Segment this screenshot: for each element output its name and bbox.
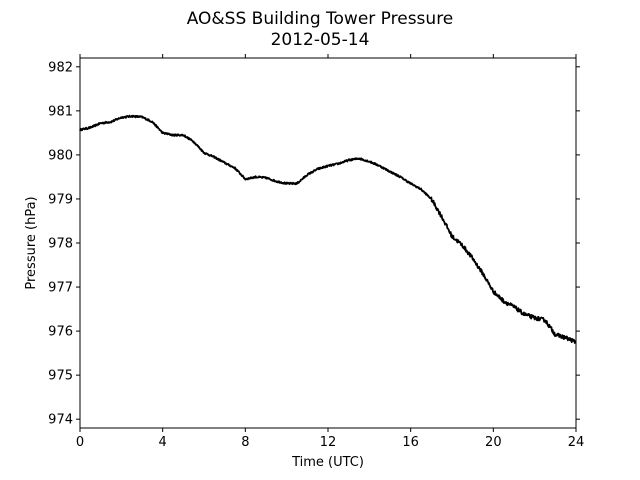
y-tick-label: 975 [48, 369, 73, 384]
y-tick-label: 978 [48, 237, 73, 252]
chart-title: AO&SS Building Tower Pressure [187, 9, 454, 29]
axis-ticks: 0 4 8 12 16 20 24 974 975 976 977 978 979 980 981 982 [48, 54, 584, 450]
x-tick-label: 20 [485, 435, 502, 450]
y-tick-label: 981 [48, 104, 73, 119]
y-tick-label: 980 [48, 148, 73, 163]
y-tick-label: 979 [48, 192, 73, 207]
series-layer [79, 114, 577, 344]
y-tick-label: 976 [48, 325, 73, 340]
x-tick-label: 16 [402, 435, 419, 450]
plot-frame [79, 57, 577, 429]
y-tick-label: 974 [48, 413, 73, 428]
y-tick-label: 977 [48, 281, 73, 296]
x-tick-label: 4 [159, 435, 167, 450]
y-axis-label: Pressure (hPa) [24, 196, 39, 289]
chart-subtitle: 2012-05-14 [271, 30, 370, 50]
x-axis-label: Time (UTC) [291, 455, 364, 470]
pressure-series-line [79, 114, 577, 344]
x-tick-label: 8 [241, 435, 249, 450]
y-tick-label: 982 [48, 60, 73, 75]
plot-area [80, 58, 576, 428]
x-tick-label: 12 [320, 435, 337, 450]
x-tick-label: 24 [568, 435, 585, 450]
x-tick-label: 0 [76, 435, 84, 450]
